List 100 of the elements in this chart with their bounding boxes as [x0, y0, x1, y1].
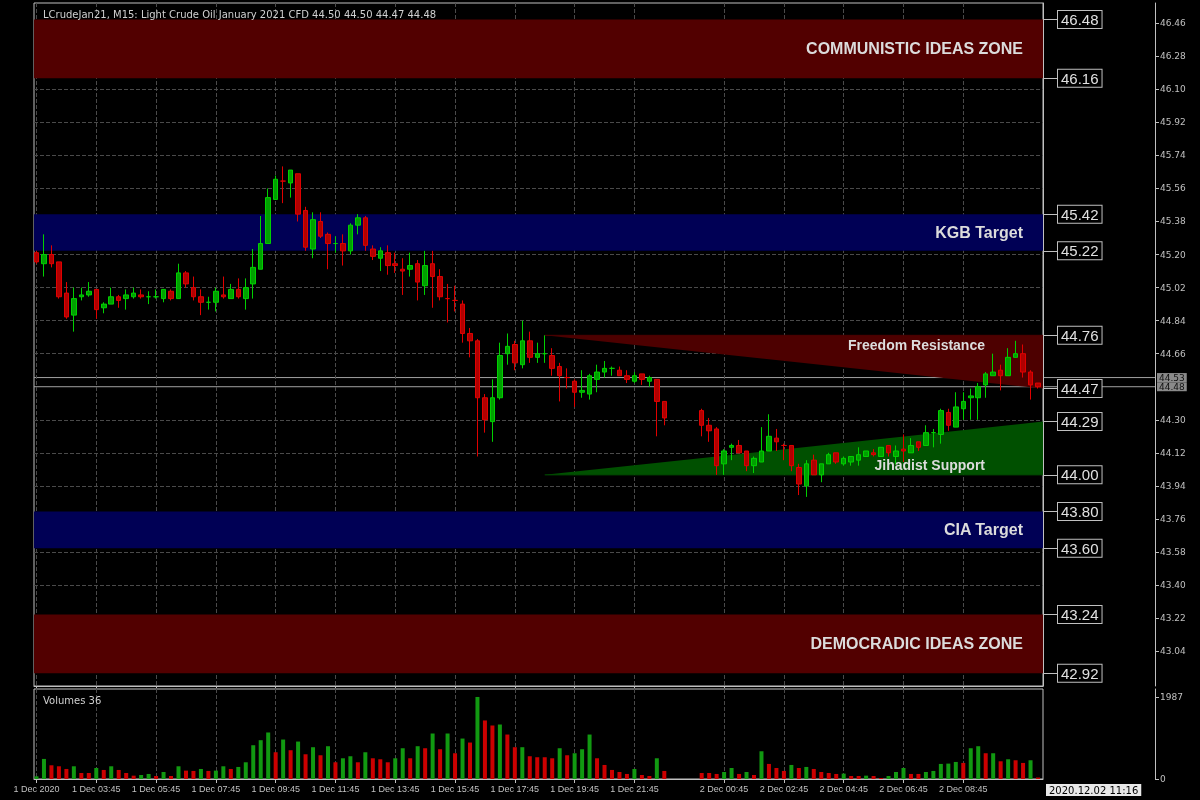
bar [729, 767, 734, 779]
bar [722, 771, 727, 779]
candlestick [1035, 382, 1041, 390]
candlestick [819, 463, 824, 483]
bar [79, 772, 84, 779]
candlestick [998, 364, 1003, 391]
bar [938, 763, 943, 779]
candlestick [744, 450, 749, 472]
candlestick [1020, 344, 1026, 379]
bar [752, 775, 756, 779]
x-tick-label: 2 Dec 08:45 [939, 783, 988, 794]
candlestick [871, 448, 876, 457]
bar [654, 758, 659, 779]
bar [639, 775, 644, 779]
bar [946, 763, 951, 779]
x-tick-label: 1 Dec 19:45 [550, 783, 599, 794]
bar [460, 738, 465, 779]
bar [542, 757, 547, 779]
bar [333, 762, 338, 779]
candlestick [579, 369, 585, 399]
bar [258, 740, 263, 779]
bar [789, 764, 794, 779]
bar [311, 747, 316, 779]
bar [953, 761, 958, 779]
candlestick [759, 426, 764, 463]
x-tick-label: 1 Dec 15:45 [430, 783, 480, 794]
bar [819, 771, 824, 779]
candlestick [721, 448, 727, 476]
bar [400, 748, 405, 779]
x-tick-label: 1 Dec 13:45 [370, 783, 420, 794]
bar [535, 757, 540, 779]
candlestick [946, 408, 951, 432]
bar [834, 773, 839, 779]
text: Volumes 36 [43, 694, 102, 706]
bar [176, 766, 181, 779]
bar [632, 768, 637, 779]
candlestick [841, 456, 846, 467]
bar [699, 772, 704, 779]
bar [759, 751, 764, 779]
bar [415, 746, 420, 779]
candlestick [542, 334, 547, 364]
candlestick [804, 459, 809, 498]
candlestick [654, 378, 660, 437]
y-tick-label: 46.46 [1160, 18, 1187, 29]
candlestick [131, 287, 136, 300]
candlestick [594, 364, 600, 393]
candlestick [878, 446, 884, 457]
bar [617, 771, 622, 779]
candlestick [475, 338, 480, 457]
candlestick [303, 206, 308, 252]
candlestick [490, 378, 495, 443]
y-tick-label: 43.22 [1160, 613, 1186, 624]
candlestick [512, 340, 518, 371]
bar [109, 766, 114, 779]
candlestick [236, 277, 241, 300]
bar [213, 770, 218, 779]
candlestick [452, 285, 458, 312]
candlestick [94, 288, 99, 320]
candlestick [318, 211, 323, 239]
band-label: DEMOCRADIC IDEAS ZONE [810, 635, 1024, 653]
candlestick [370, 244, 376, 261]
bar [94, 767, 99, 779]
bar [49, 765, 54, 779]
candlestick [123, 288, 129, 311]
y-tick-label: 45.38 [1160, 216, 1187, 227]
candlestick [467, 327, 473, 358]
bar [303, 754, 308, 779]
bar [490, 725, 495, 779]
candlestick [662, 400, 667, 426]
bar [86, 772, 91, 779]
candlestick [632, 371, 637, 384]
x-tick-label: 2 Dec 00:45 [699, 783, 749, 794]
y2-tick-label: 44.47 [1061, 380, 1099, 398]
bar [393, 758, 398, 779]
candlestick [856, 446, 861, 467]
candlestick [833, 452, 839, 465]
candlestick [983, 371, 988, 399]
candlestick [736, 439, 742, 454]
candlestick [647, 375, 652, 388]
candlestick [348, 222, 353, 256]
candlestick [422, 250, 428, 296]
bar [169, 775, 174, 779]
candlestick [265, 187, 271, 245]
series-label: Jihadist Support [874, 456, 986, 473]
y2-tick-label: 46.48 [1061, 11, 1099, 29]
bar [71, 766, 76, 779]
bar [557, 748, 562, 779]
y2-tick-label: 44.76 [1061, 326, 1099, 344]
candlestick [176, 263, 181, 300]
candlestick [789, 444, 794, 472]
bar [602, 764, 607, 779]
bar [183, 770, 188, 779]
candlestick [280, 165, 286, 204]
bar [624, 773, 629, 779]
bar [595, 758, 600, 779]
candlestick [497, 342, 503, 401]
candlestick [990, 353, 996, 377]
bar [737, 773, 742, 779]
bar [647, 775, 652, 779]
candlestick [602, 360, 607, 379]
